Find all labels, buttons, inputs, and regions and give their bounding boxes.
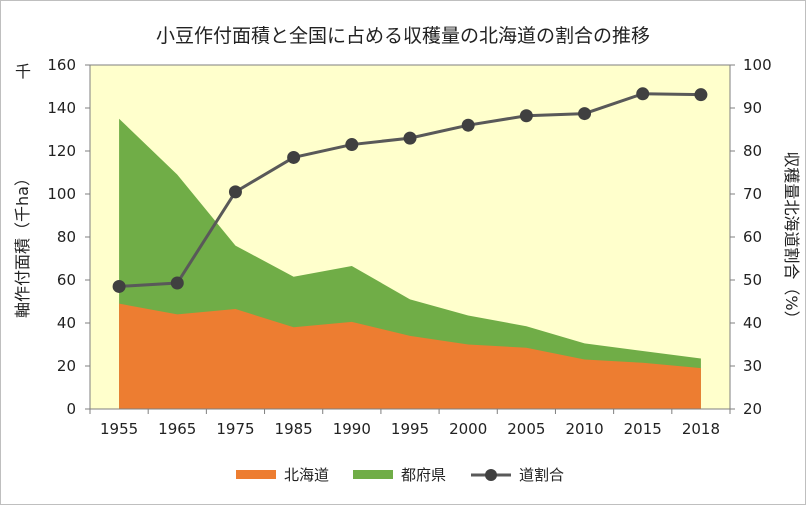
left-axis-unit: 千 — [15, 62, 31, 81]
x-axis-ticks: 1955 1965 1975 1985 1990 1995 2000 2005 2010 2015… — [89, 409, 731, 438]
x-tick-label: 2010 — [565, 420, 603, 438]
x-tick-label: 1955 — [100, 420, 138, 438]
ratio-point — [578, 107, 592, 121]
x-tick-label: 1990 — [333, 420, 371, 438]
left-axis-label: 軸作付面積（千ha） — [13, 170, 32, 318]
left-tick-label: 100 — [47, 185, 76, 203]
legend: 北海道 都府県 道割合 — [236, 466, 564, 484]
right-tick-label: 60 — [743, 228, 762, 246]
left-tick-label: 0 — [66, 400, 76, 418]
legend-label-hokkaido: 北海道 — [284, 466, 329, 484]
legend-label-ratio: 道割合 — [519, 466, 564, 484]
right-axis-label: 収穫量北海道割合（%） — [782, 151, 801, 326]
left-tick-label: 20 — [57, 357, 76, 375]
ratio-point — [345, 138, 359, 152]
ratio-point — [287, 150, 301, 164]
ratio-point — [228, 185, 242, 199]
right-tick-label: 100 — [743, 56, 772, 74]
legend-swatch-prefectures — [353, 470, 393, 479]
ratio-point — [170, 276, 184, 290]
area-hokkaido — [119, 303, 701, 409]
ratio-point — [112, 279, 126, 293]
legend-swatch-hokkaido — [236, 470, 276, 479]
left-tick-label: 40 — [57, 314, 76, 332]
left-tick-label: 140 — [47, 99, 76, 117]
right-tick-label: 30 — [743, 357, 762, 375]
legend-label-prefectures: 都府県 — [401, 466, 446, 484]
left-tick-label: 60 — [57, 271, 76, 289]
ratio-point — [636, 87, 650, 101]
right-tick-label: 70 — [743, 185, 762, 203]
area-series — [119, 118, 701, 409]
right-tick-label: 90 — [743, 99, 762, 117]
right-tick-label: 80 — [743, 142, 762, 160]
left-tick-label: 120 — [47, 142, 76, 160]
ratio-point — [461, 118, 475, 132]
ratio-line-series — [112, 87, 708, 293]
ratio-point — [403, 131, 417, 145]
x-tick-label: 2000 — [449, 420, 487, 438]
ratio-point — [694, 88, 708, 102]
right-tick-label: 20 — [743, 400, 762, 418]
right-axis-ticks: 20 30 40 50 60 70 80 90 100 — [730, 56, 772, 418]
x-tick-label: 2015 — [624, 420, 662, 438]
x-tick-label: 2005 — [507, 420, 545, 438]
left-tick-label: 80 — [57, 228, 76, 246]
left-axis-label-prefix: 軸 — [13, 302, 32, 318]
right-tick-label: 40 — [743, 314, 762, 332]
left-tick-label: 160 — [47, 56, 76, 74]
x-tick-label: 1965 — [158, 420, 196, 438]
legend-marker-ratio — [485, 469, 497, 481]
x-tick-label: 1975 — [216, 420, 254, 438]
right-tick-label: 50 — [743, 271, 762, 289]
x-tick-label: 2018 — [682, 420, 720, 438]
left-axis-ticks: 0 20 40 60 80 100 120 140 160 — [47, 56, 90, 418]
x-tick-label: 1995 — [391, 420, 429, 438]
x-tick-label: 1985 — [275, 420, 313, 438]
chart-title: 小豆作付面積と全国に占める収穫量の北海道の割合の推移 — [156, 25, 650, 47]
ratio-point — [519, 109, 533, 123]
left-axis-label-text: 作付面積（千ha） — [13, 170, 32, 302]
